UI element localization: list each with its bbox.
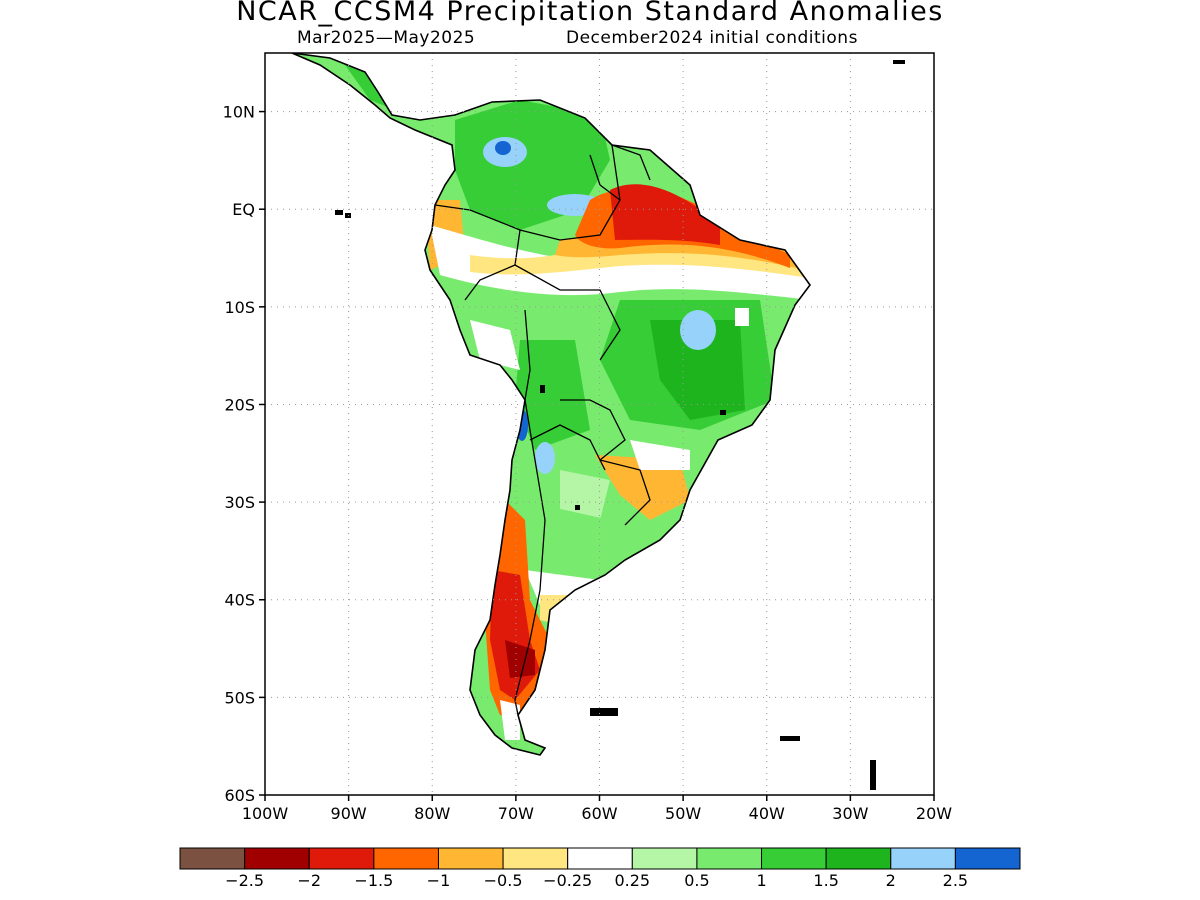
colorbar-swatch [308, 847, 375, 870]
chart-title: NCAR_CCSM4 Precipitation Standard Anomal… [236, 0, 944, 27]
colorbar-label: 1 [756, 871, 766, 890]
colorbar-swatch [179, 847, 246, 870]
coastline [291, 53, 811, 756]
lon-tick-label: 80W [414, 804, 450, 823]
lat-tick-label: 60S [224, 786, 255, 805]
colorbar-swatch [373, 847, 439, 870]
colorbar-swatch [631, 847, 698, 870]
lon-tick-label: 50W [665, 804, 701, 823]
colorbar-label: −0.25 [543, 871, 592, 890]
lat-tick-label: 10S [224, 298, 255, 317]
lon-tick-label: 90W [331, 804, 367, 823]
forecast-period: Mar2025—May2025 [297, 28, 476, 48]
lon-tick-label: 70W [498, 804, 534, 823]
colorbar-swatch [890, 847, 956, 870]
colorbar-swatch [825, 847, 892, 870]
graticule [265, 53, 934, 795]
colorbar-swatch [567, 847, 633, 870]
colorbar: −2.5 −2 −1.5 −1 −0.5 −0.25 0.25 0.5 1 1.5 2 2.5 [179, 847, 1021, 890]
lon-tick-label: 20W [916, 804, 952, 823]
lon-tick-label: 60W [581, 804, 617, 823]
country-borders [434, 144, 651, 716]
colorbar-label: 2 [886, 871, 896, 890]
initial-conditions: December2024 initial conditions [566, 28, 858, 48]
colorbar-label: −1.5 [354, 871, 393, 890]
colorbar-swatch [761, 847, 827, 870]
lon-tick-label: 40W [749, 804, 785, 823]
lat-tick-label: 40S [224, 591, 255, 610]
colorbar-swatch [437, 847, 504, 870]
lat-tick-label: EQ [232, 200, 255, 219]
colorbar-label: 2.5 [943, 871, 968, 890]
colorbar-swatch [954, 847, 1021, 870]
lat-tick-label: 30S [224, 493, 255, 512]
colorbar-label: 1.5 [813, 871, 838, 890]
lat-tick-label: 10N [223, 103, 255, 122]
colorbar-label: −2 [297, 871, 321, 890]
colorbar-swatch [244, 847, 310, 870]
islands [335, 60, 905, 790]
map-axes: 100W 90W 80W 70W 60W 50W 40W 30W 20W 10N EQ 10S 20S 3… [223, 103, 953, 823]
colorbar-label: −1 [427, 871, 451, 890]
colorbar-label: 0.25 [614, 871, 650, 890]
lat-tick-label: 50S [224, 688, 255, 707]
lon-tick-label: 100W [242, 804, 289, 823]
colorbar-swatch [502, 847, 569, 870]
colorbar-label: −0.5 [484, 871, 523, 890]
colorbar-label: −2.5 [225, 871, 264, 890]
lat-tick-label: 20S [224, 395, 255, 414]
colorbar-swatch [696, 847, 763, 870]
lon-tick-label: 30W [832, 804, 868, 823]
colorbar-label: 0.5 [684, 871, 709, 890]
